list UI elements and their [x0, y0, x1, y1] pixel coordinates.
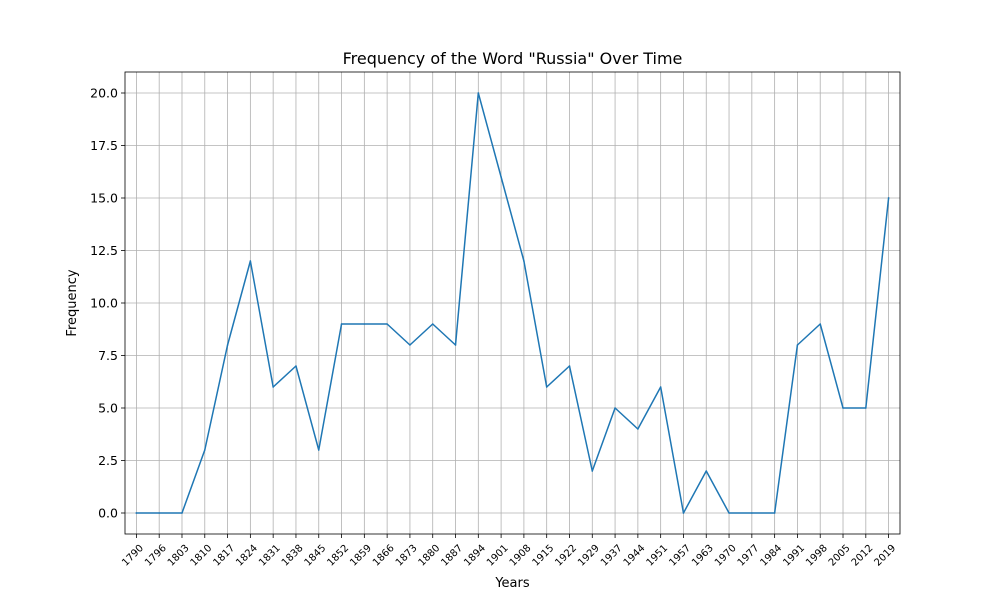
data-point: [568, 365, 571, 367]
y-tick-label: 20.0: [90, 86, 118, 101]
data-point: [614, 407, 616, 409]
x-tick-label: 1824: [234, 543, 260, 569]
data-point: [887, 197, 890, 199]
x-tick-label: 1922: [553, 543, 579, 569]
y-tick-label: 0.0: [98, 506, 118, 521]
x-tick-label: 1908: [508, 543, 534, 569]
y-tick-label: 17.5: [90, 138, 118, 153]
y-axis-label: Frequency: [65, 269, 80, 336]
data-point: [591, 470, 594, 472]
y-tick-label: 7.5: [98, 348, 118, 363]
data-point: [135, 512, 138, 514]
x-tick-label: 1859: [348, 543, 374, 569]
data-point: [340, 323, 343, 325]
data-point: [249, 260, 252, 262]
x-tick-label: 1803: [166, 543, 192, 569]
x-tick-label: 1887: [439, 543, 465, 569]
data-point: [682, 512, 685, 514]
data-point: [819, 323, 821, 325]
x-tick-label: 1790: [120, 543, 146, 569]
y-axis: 0.0 2.5 5.0 7.5 10.0 12.5 15.0 17.5 20.0: [90, 86, 125, 521]
y-tick-label: 10.0: [90, 296, 118, 311]
x-tick-label: 1970: [713, 543, 739, 569]
y-tick-label: 15.0: [90, 191, 118, 206]
series-layer: [135, 92, 890, 514]
data-point: [865, 407, 867, 409]
x-tick-label: 1873: [394, 543, 420, 569]
data-point: [637, 428, 639, 430]
x-tick-label: 1984: [759, 543, 785, 569]
y-tick-label: 5.0: [98, 401, 118, 416]
data-point: [773, 512, 776, 514]
data-point: [751, 512, 753, 514]
x-tick-label: 1838: [280, 543, 306, 569]
data-point: [386, 323, 388, 325]
x-tick-label: 2019: [872, 543, 898, 569]
data-point: [842, 407, 844, 409]
x-tick-label: 1944: [622, 543, 648, 569]
x-tick-label: 1845: [303, 543, 329, 569]
data-point: [409, 344, 411, 346]
x-tick-label: 2005: [827, 543, 853, 569]
data-point: [226, 344, 229, 346]
x-tick-label: 1963: [690, 543, 716, 569]
x-tick-label: 2012: [850, 543, 876, 569]
data-point: [545, 386, 548, 388]
data-point: [454, 344, 457, 346]
data-point: [500, 176, 502, 178]
data-point: [523, 260, 525, 262]
x-axis: 1790179618031810181718241831183818451852…: [120, 534, 898, 569]
data-point: [318, 449, 320, 451]
x-tick-label: 1915: [531, 543, 557, 569]
data-point: [659, 386, 662, 388]
x-tick-label: 1880: [417, 543, 443, 569]
data-point: [796, 344, 799, 346]
x-tick-label: 1951: [645, 543, 671, 569]
data-point: [295, 365, 297, 367]
x-axis-label: Years: [494, 576, 530, 591]
x-tick-label: 1817: [211, 543, 237, 569]
x-tick-label: 1852: [325, 543, 351, 569]
x-tick-label: 1957: [667, 543, 693, 569]
series-line: [135, 92, 890, 514]
grid: [125, 72, 900, 534]
data-point: [728, 512, 730, 514]
x-tick-label: 1866: [371, 543, 397, 569]
data-point: [181, 512, 183, 514]
x-tick-label: 1977: [736, 543, 762, 569]
data-point: [705, 470, 707, 472]
data-point: [363, 323, 366, 325]
x-tick-label: 1894: [462, 543, 488, 569]
data-point: [204, 449, 206, 451]
chart-title: Frequency of the Word "Russia" Over Time: [343, 49, 683, 68]
data-point: [272, 386, 274, 388]
x-tick-label: 1796: [143, 543, 169, 569]
data-point: [477, 92, 480, 94]
x-tick-label: 1810: [189, 543, 215, 569]
x-tick-label: 1998: [804, 543, 830, 569]
x-tick-label: 1991: [781, 543, 807, 569]
x-tick-label: 1901: [485, 543, 511, 569]
x-tick-label: 1831: [257, 543, 283, 569]
series-0: [135, 92, 890, 514]
y-tick-label: 12.5: [90, 243, 118, 258]
x-tick-label: 1937: [599, 543, 625, 569]
data-point: [431, 323, 434, 325]
y-tick-label: 2.5: [98, 453, 118, 468]
x-tick-label: 1929: [576, 543, 602, 569]
data-point: [158, 512, 160, 514]
